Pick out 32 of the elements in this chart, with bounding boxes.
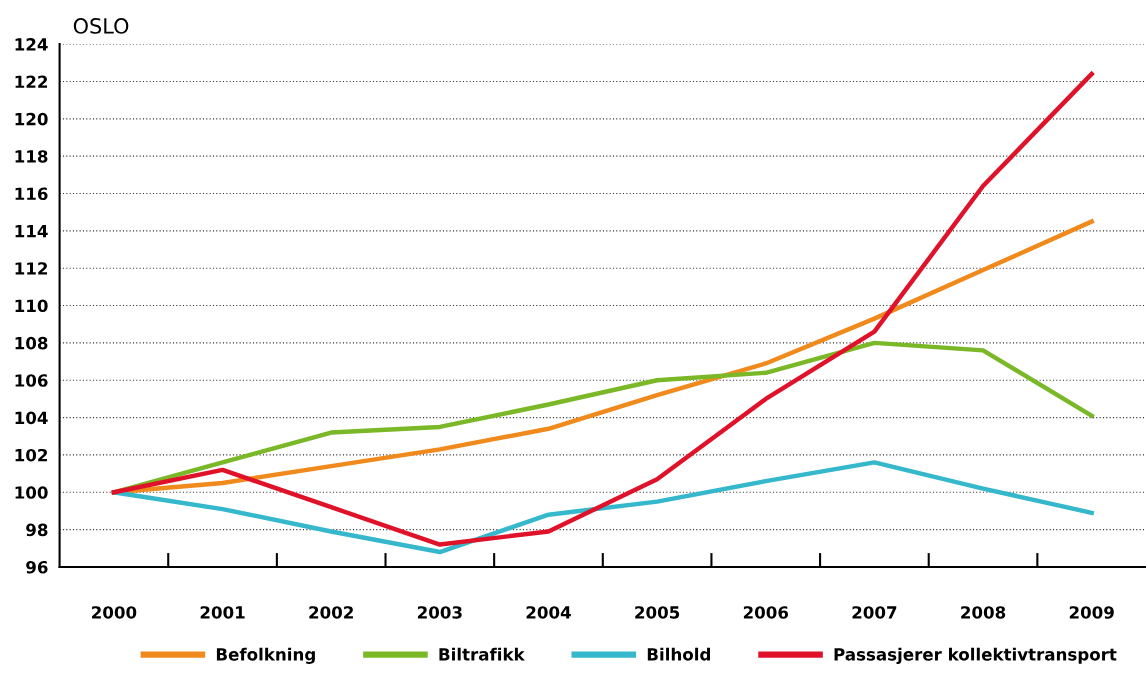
x-tick-label: 2008 <box>961 606 1006 619</box>
x-tick-label: 2006 <box>743 606 789 619</box>
legend-label: Befolkning <box>216 647 315 664</box>
line-series <box>111 71 1094 547</box>
chart-title: OSLO <box>73 18 129 34</box>
y-tick-label: 100 <box>15 486 48 499</box>
y-tick-label: 106 <box>15 374 48 387</box>
legend-label: Bilhold <box>647 647 710 661</box>
y-tick-label: 102 <box>15 448 48 462</box>
x-tick-label: 2003 <box>417 606 462 619</box>
legend-label: Biltrafikk <box>439 647 525 661</box>
y-tick-label: 112 <box>15 262 48 275</box>
y-tick-label: 98 <box>26 523 48 537</box>
x-tick-label: 2007 <box>852 606 897 619</box>
y-tick-label: 122 <box>15 75 48 88</box>
x-tick-label: 2001 <box>200 606 245 619</box>
x-tick-label: 2009 <box>1069 606 1114 619</box>
x-tick-label: 2000 <box>92 606 137 619</box>
y-tick-label: 108 <box>15 336 48 350</box>
legend-label: Passasjerer kollektivtransport <box>834 647 1117 664</box>
y-tick-label: 104 <box>15 411 48 425</box>
x-tick-label: 2004 <box>526 606 571 619</box>
y-tick-label: 110 <box>15 299 48 313</box>
x-tick-label: 2002 <box>309 606 353 619</box>
x-tick-label: 2005 <box>635 606 680 619</box>
y-tick-label: 120 <box>15 112 48 126</box>
y-tick-label: 116 <box>15 187 48 201</box>
y-tick-label: 124 <box>15 38 48 51</box>
y-tick-label: 114 <box>15 225 48 238</box>
line-series <box>111 460 1094 555</box>
y-tick-label: 96 <box>26 560 48 574</box>
y-tick-label: 118 <box>15 150 48 163</box>
